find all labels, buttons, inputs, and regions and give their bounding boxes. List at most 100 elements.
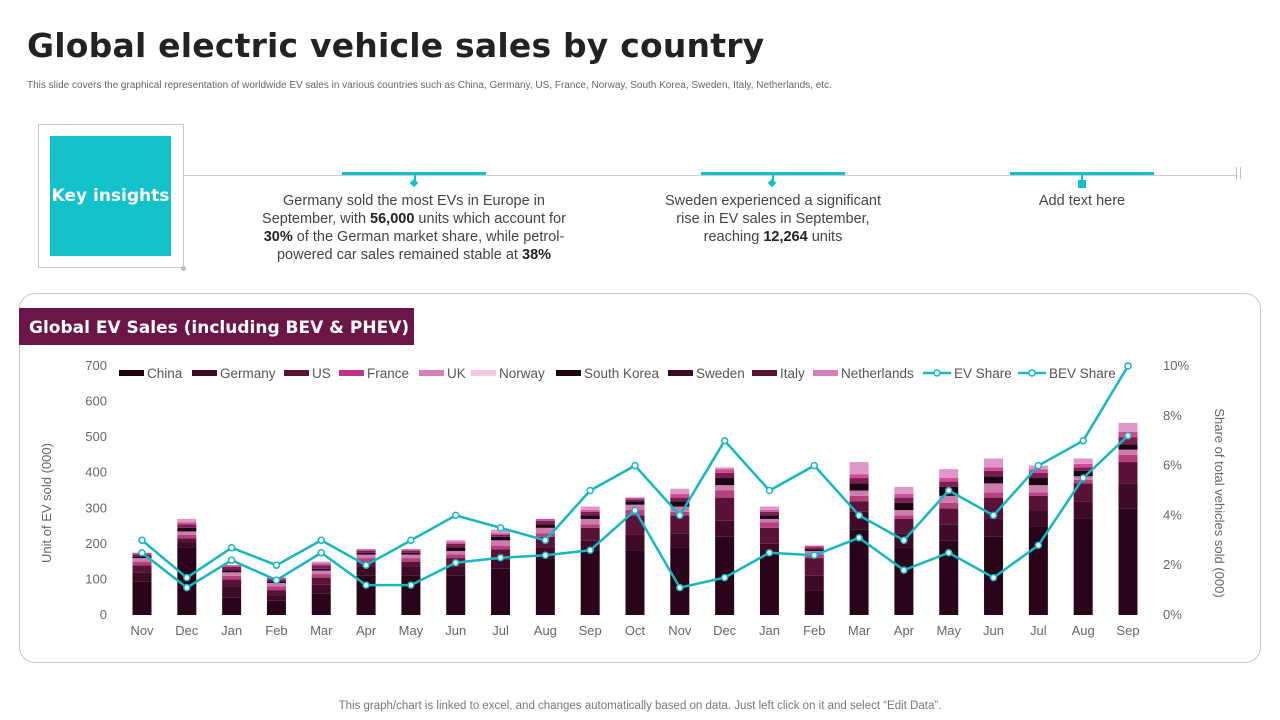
x-tick-label: Jan [221, 623, 242, 638]
bar-segment-france [580, 510, 600, 512]
bar-segment-uk [311, 561, 331, 564]
line-point-ev-share [272, 561, 281, 569]
bar-segment-us [849, 478, 869, 484]
line-point-ev-share [541, 536, 550, 545]
line-point-bev-share [362, 581, 370, 589]
bar-segment-south-korea [849, 529, 869, 615]
line-point-bev-share [631, 506, 639, 515]
bar-segment-uk [849, 462, 869, 475]
bar-segment-netherlands [984, 492, 1004, 498]
bar-segment-sweden [266, 595, 286, 601]
timeline-marker-3 [1081, 175, 1083, 181]
key-insights-frame [38, 124, 184, 268]
x-tick-label: May [399, 623, 424, 638]
bar-segment-italy [670, 515, 690, 534]
y2-tick-label: 4% [1163, 507, 1182, 522]
y2-tick-label: 10% [1163, 358, 1189, 373]
line-point-ev-share [1124, 362, 1132, 370]
bar-segment-us [984, 470, 1004, 477]
bar-segment-italy [1073, 483, 1093, 502]
legend-swatch [752, 370, 777, 376]
bar-segment-germany [222, 570, 242, 573]
bar-segment-us [670, 497, 690, 502]
bar-segment-italy [625, 515, 645, 535]
key-insights-label: Key insights [51, 186, 170, 206]
bar-segment-sweden [356, 566, 376, 576]
bar-segment-china [535, 527, 555, 534]
bar-segment-south-korea [894, 547, 914, 615]
x-tick-label: Jul [1030, 623, 1047, 638]
bar-segment-italy [177, 538, 197, 543]
line-point-ev-share [362, 561, 370, 569]
page-subtitle: This slide covers the graphical represen… [27, 80, 832, 91]
insight-text-2: Sweden experienced a significant rise in… [655, 192, 891, 246]
bar-segment-sweden [580, 540, 600, 551]
page-title: Global electric vehicle sales by country [27, 26, 765, 65]
bar-segment-us [580, 511, 600, 516]
line-point-bev-share [586, 546, 594, 555]
bar-segment-italy [894, 518, 914, 534]
bar-segment-uk [984, 458, 1004, 468]
bar-segment-us [222, 566, 242, 571]
bar-segment-china [670, 506, 690, 512]
bar-segment-netherlands [715, 490, 735, 498]
bar-segment-france [984, 467, 1004, 471]
timeline-end-tick [1236, 167, 1237, 179]
bar-segment-uk [446, 540, 466, 543]
x-tick-label: Jan [759, 623, 780, 638]
footnote: This graph/chart is linked to excel, and… [338, 700, 942, 712]
bar-segment-south-korea [311, 593, 331, 615]
bar-segment-china [266, 582, 286, 587]
x-tick-label: Sep [1116, 623, 1139, 638]
insight-text-run: units which account for [414, 211, 566, 227]
line-point-bev-share [541, 551, 550, 559]
legend-label: EV Share [954, 366, 1012, 381]
bar-segment-us [759, 511, 779, 516]
insight-text-3: Add text here [1002, 192, 1162, 210]
bar-segment-us [894, 497, 914, 503]
bar-segment-italy [849, 501, 869, 512]
insight-text-run: units [807, 229, 843, 245]
bar-segment-china [446, 550, 466, 555]
bar-segment-china [580, 518, 600, 525]
line-point-bev-share [944, 549, 953, 557]
bar-segment-germany [132, 556, 152, 559]
insight-text-run: 56,000 [370, 211, 415, 227]
bar-segment-china [759, 518, 779, 523]
line-point-bev-share [272, 576, 281, 584]
timeline-segment-2 [701, 172, 845, 175]
line-point-ev-share [855, 511, 863, 520]
x-tick-label: Aug [534, 623, 557, 638]
bar-segment-us [1028, 472, 1048, 479]
legend-label: UK [447, 366, 466, 381]
bar-segment-netherlands [580, 524, 600, 528]
bar-segment-netherlands [491, 545, 511, 550]
legend-label: Italy [780, 366, 805, 381]
bar-segment-germany [311, 568, 331, 571]
x-tick-label: Dec [713, 623, 737, 638]
bar-segment-france [715, 469, 735, 473]
x-tick-label: Jun [445, 623, 466, 638]
bar-segment-netherlands [535, 533, 555, 537]
timeline-pin-3 [1078, 180, 1086, 188]
line-point-bev-share [407, 581, 415, 589]
bar-segment-sweden [1118, 483, 1138, 509]
bar-segment-south-korea [222, 597, 242, 615]
bar-segment-germany [715, 478, 735, 486]
bar-segment-sweden [401, 566, 421, 576]
bar-segment-china [849, 490, 869, 496]
x-tick-label: Aug [1072, 623, 1095, 638]
legend-label: BEV Share [1049, 366, 1116, 381]
bar-segment-netherlands [356, 558, 376, 562]
bar-segment-netherlands [132, 561, 152, 566]
bar-segment-uk [177, 518, 197, 523]
x-tick-label: Oct [625, 623, 646, 638]
timeline-end-tick [1240, 167, 1241, 179]
bar-segment-netherlands [446, 554, 466, 559]
bar-segment-china [984, 483, 1004, 493]
x-tick-label: Dec [175, 623, 199, 638]
bar-segment-china [1118, 449, 1138, 455]
bar-segment-sweden [1028, 510, 1048, 527]
line-point-bev-share [676, 583, 684, 592]
bar-segment-us [1073, 467, 1093, 471]
